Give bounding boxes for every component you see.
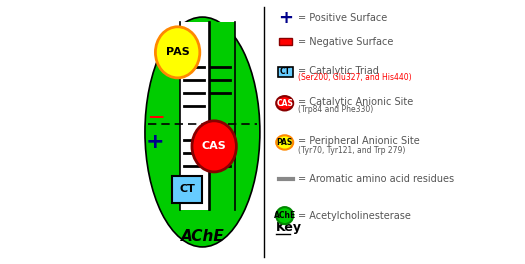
Text: = Aromatic amino acid residues: = Aromatic amino acid residues [298,174,454,184]
Text: (Ser200, Glu327, and His440): (Ser200, Glu327, and His440) [298,73,412,82]
Text: PAS: PAS [166,47,190,57]
Text: AChE: AChE [181,229,224,244]
Ellipse shape [276,135,293,150]
Text: CT: CT [280,67,291,76]
Text: CAS: CAS [202,141,227,151]
Text: PAS: PAS [277,138,293,147]
Bar [180,22,210,210]
Text: = Negative Surface: = Negative Surface [298,37,393,47]
Text: = Catalytic Anionic Site: = Catalytic Anionic Site [298,97,413,107]
Text: = Peripheral Anionic Site: = Peripheral Anionic Site [298,136,419,146]
Text: (Tyr70, Tyr121, and Trp 279): (Tyr70, Tyr121, and Trp 279) [298,146,405,155]
Text: —: — [148,109,163,124]
FancyBboxPatch shape [278,67,292,77]
Ellipse shape [276,207,293,224]
Text: CAS: CAS [276,99,293,108]
Ellipse shape [192,121,236,172]
FancyBboxPatch shape [279,39,292,45]
Bar [209,22,235,210]
FancyBboxPatch shape [172,176,203,202]
Ellipse shape [145,17,260,247]
Text: AChE: AChE [274,211,296,220]
Ellipse shape [276,96,293,110]
Text: = Catalytic Triad: = Catalytic Triad [298,66,379,76]
Text: +: + [278,9,293,27]
Text: = Acetylcholinesterase: = Acetylcholinesterase [298,211,411,221]
Text: (Trp84 and Phe330): (Trp84 and Phe330) [298,105,373,114]
Text: +: + [146,133,165,152]
Text: CT: CT [180,185,195,195]
Ellipse shape [155,27,200,78]
Text: Key: Key [276,221,301,234]
Text: = Positive Surface: = Positive Surface [298,13,387,23]
